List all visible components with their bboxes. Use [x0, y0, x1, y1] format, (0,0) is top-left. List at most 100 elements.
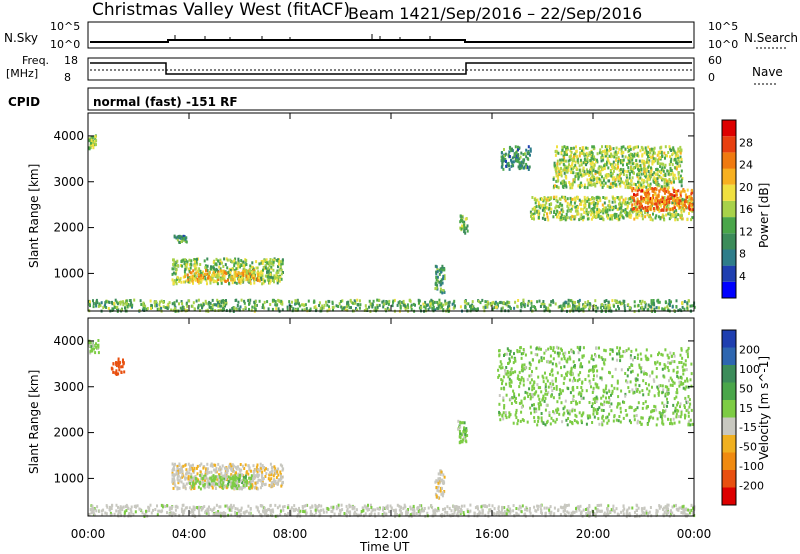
heatmap-cell — [672, 206, 675, 210]
heatmap-cell — [624, 147, 627, 151]
heatmap-cell — [567, 417, 570, 420]
heatmap-cell — [603, 306, 606, 310]
heatmap-cell — [270, 482, 273, 485]
heatmap-cell — [576, 157, 579, 161]
heatmap-cell — [672, 417, 675, 421]
heatmap-cell — [231, 485, 234, 489]
heatmap-cell — [196, 262, 199, 266]
heatmap-cell — [584, 201, 587, 205]
heatmap-cell — [229, 462, 232, 466]
heatmap-cell — [650, 201, 653, 205]
heatmap-cell — [231, 463, 234, 467]
heatmap-cell — [507, 304, 510, 308]
heatmap-cell — [630, 166, 633, 170]
heatmap-cell — [240, 272, 243, 276]
heatmap-cell — [626, 380, 629, 384]
freq-trace — [90, 62, 692, 75]
heatmap-cell — [558, 388, 561, 392]
heatmap-cell — [574, 378, 577, 382]
heatmap-cell — [691, 422, 694, 426]
heatmap-cell — [611, 206, 614, 210]
heatmap-cell — [391, 304, 394, 308]
heatmap-cell — [341, 299, 344, 303]
heatmap-cell — [656, 205, 659, 209]
heatmap-cell — [235, 467, 238, 471]
heatmap-cell — [618, 214, 620, 218]
heatmap-cell — [676, 203, 679, 207]
heatmap-cell — [606, 160, 608, 164]
heatmap-cell — [618, 217, 621, 221]
heatmap-cell — [642, 393, 645, 397]
heatmap-cell — [555, 362, 558, 366]
heatmap-cell — [667, 151, 670, 154]
heatmap-cell — [609, 155, 612, 159]
heatmap-cell — [279, 463, 282, 467]
heatmap-cell — [568, 409, 571, 413]
heatmap-cell — [233, 270, 236, 274]
heatmap-cell — [663, 184, 666, 188]
heatmap-cell — [444, 299, 447, 303]
heatmap-cell — [196, 269, 199, 273]
heatmap-cell — [176, 235, 179, 239]
nsky-tick-bottom: 10^0 — [50, 38, 80, 51]
heatmap-cell — [659, 162, 662, 166]
heatmap-cell — [275, 271, 278, 275]
heatmap-cell — [501, 163, 504, 167]
heatmap-cell — [213, 479, 216, 483]
heatmap-cell — [247, 274, 250, 278]
heatmap-cell — [569, 217, 572, 221]
heatmap-cell — [503, 354, 505, 357]
heatmap-cell — [674, 190, 677, 194]
heatmap-cell — [183, 262, 186, 265]
heatmap-cell — [500, 362, 503, 366]
heatmap-cell — [623, 169, 626, 173]
heatmap-cell — [588, 198, 591, 202]
heatmap-cell — [607, 300, 610, 304]
heatmap-cell — [174, 263, 177, 267]
heatmap-cell — [571, 183, 574, 187]
heatmap-cell — [673, 199, 676, 203]
heatmap-cell — [575, 149, 578, 153]
heatmap-cell — [234, 270, 237, 274]
heatmap-cell — [591, 160, 594, 164]
heatmap-cell — [663, 151, 666, 155]
heatmap-cell — [650, 410, 653, 414]
heatmap-cell — [671, 186, 674, 190]
heatmap-cell — [644, 354, 647, 358]
heatmap-cell — [562, 184, 564, 188]
heatmap-cell — [215, 262, 217, 266]
heatmap-cell — [266, 261, 269, 265]
heatmap-cell — [503, 406, 506, 410]
heatmap-cell — [624, 211, 627, 214]
heatmap-cell — [224, 263, 227, 267]
heatmap-cell — [675, 167, 678, 171]
heatmap-cell — [579, 171, 582, 175]
heatmap-cell — [508, 155, 511, 158]
heatmap-cell — [669, 383, 672, 387]
heatmap-cell — [218, 473, 221, 477]
heatmap-cell — [678, 164, 681, 168]
heatmap-cell — [437, 305, 440, 309]
heatmap-cell — [670, 157, 673, 161]
heatmap-cell — [188, 299, 191, 303]
heatmap-cell — [216, 478, 219, 482]
heatmap-cell — [604, 154, 607, 158]
heatmap-cell — [655, 214, 658, 218]
heatmap-cell — [595, 210, 598, 214]
heatmap-cell — [625, 182, 628, 186]
heatmap-cell — [442, 491, 445, 495]
heatmap-cell — [280, 484, 283, 488]
heatmap-cell — [129, 299, 132, 302]
heatmap-cell — [555, 184, 558, 188]
heatmap-cell — [640, 305, 643, 309]
heatmap-cell — [171, 471, 174, 475]
heatmap-cell — [550, 394, 553, 398]
heatmap-cell — [534, 308, 537, 312]
heatmap-cell — [576, 212, 579, 216]
heatmap-cell — [669, 193, 672, 196]
heatmap-cell — [645, 185, 648, 189]
heatmap-cell — [534, 209, 536, 213]
heatmap-cell — [598, 177, 601, 181]
heatmap-cell — [286, 308, 289, 312]
heatmap-cell — [465, 429, 468, 433]
